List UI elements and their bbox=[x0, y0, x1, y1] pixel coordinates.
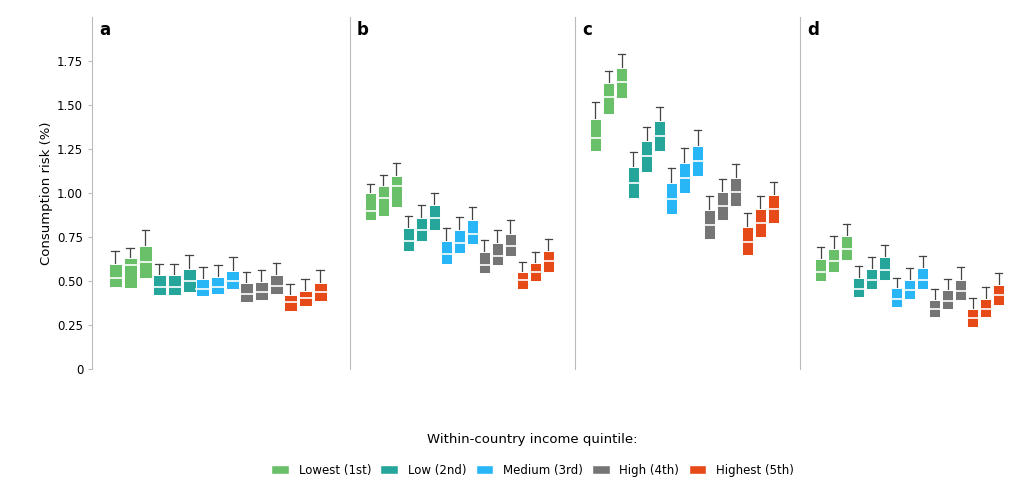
FancyBboxPatch shape bbox=[904, 279, 915, 299]
Text: d: d bbox=[807, 20, 819, 38]
FancyBboxPatch shape bbox=[730, 178, 741, 206]
FancyBboxPatch shape bbox=[255, 282, 268, 300]
FancyBboxPatch shape bbox=[768, 195, 779, 223]
FancyBboxPatch shape bbox=[703, 210, 715, 239]
FancyBboxPatch shape bbox=[679, 163, 690, 193]
FancyBboxPatch shape bbox=[755, 209, 766, 237]
FancyBboxPatch shape bbox=[880, 258, 891, 279]
FancyBboxPatch shape bbox=[717, 192, 728, 220]
FancyBboxPatch shape bbox=[616, 68, 628, 98]
FancyBboxPatch shape bbox=[641, 141, 652, 172]
Text: a: a bbox=[99, 20, 111, 38]
FancyBboxPatch shape bbox=[378, 186, 389, 216]
FancyBboxPatch shape bbox=[590, 119, 601, 151]
FancyBboxPatch shape bbox=[313, 283, 327, 301]
FancyBboxPatch shape bbox=[841, 236, 852, 260]
Text: c: c bbox=[582, 20, 592, 38]
FancyBboxPatch shape bbox=[299, 291, 311, 306]
FancyBboxPatch shape bbox=[929, 300, 940, 317]
FancyBboxPatch shape bbox=[654, 121, 666, 151]
FancyBboxPatch shape bbox=[505, 234, 516, 256]
FancyBboxPatch shape bbox=[516, 272, 527, 289]
FancyBboxPatch shape bbox=[211, 277, 224, 295]
FancyBboxPatch shape bbox=[666, 183, 677, 214]
Text: Within-country income quintile:: Within-country income quintile: bbox=[427, 434, 638, 446]
FancyBboxPatch shape bbox=[365, 193, 376, 220]
FancyBboxPatch shape bbox=[741, 226, 753, 255]
FancyBboxPatch shape bbox=[967, 309, 978, 327]
FancyBboxPatch shape bbox=[529, 263, 541, 281]
FancyBboxPatch shape bbox=[853, 278, 864, 297]
FancyBboxPatch shape bbox=[440, 241, 452, 263]
FancyBboxPatch shape bbox=[543, 251, 554, 273]
FancyBboxPatch shape bbox=[918, 268, 929, 289]
Y-axis label: Consumption risk (%): Consumption risk (%) bbox=[40, 122, 53, 265]
FancyBboxPatch shape bbox=[467, 221, 478, 244]
FancyBboxPatch shape bbox=[109, 263, 122, 287]
FancyBboxPatch shape bbox=[955, 279, 967, 300]
FancyBboxPatch shape bbox=[454, 230, 465, 253]
Legend: Lowest (1st), Low (2nd), Medium (3rd), High (4th), Highest (5th): Lowest (1st), Low (2nd), Medium (3rd), H… bbox=[268, 460, 797, 480]
FancyBboxPatch shape bbox=[153, 275, 166, 295]
FancyBboxPatch shape bbox=[993, 285, 1005, 305]
FancyBboxPatch shape bbox=[478, 252, 489, 273]
FancyBboxPatch shape bbox=[828, 249, 840, 272]
FancyBboxPatch shape bbox=[270, 275, 283, 294]
FancyBboxPatch shape bbox=[139, 246, 152, 278]
FancyBboxPatch shape bbox=[391, 175, 402, 208]
FancyBboxPatch shape bbox=[284, 295, 297, 311]
FancyBboxPatch shape bbox=[182, 269, 196, 292]
FancyBboxPatch shape bbox=[124, 259, 137, 288]
FancyBboxPatch shape bbox=[240, 283, 253, 301]
FancyBboxPatch shape bbox=[168, 275, 180, 295]
FancyBboxPatch shape bbox=[492, 243, 503, 264]
FancyBboxPatch shape bbox=[891, 288, 902, 307]
FancyBboxPatch shape bbox=[197, 278, 209, 296]
FancyBboxPatch shape bbox=[866, 269, 878, 289]
FancyBboxPatch shape bbox=[402, 228, 414, 251]
Text: b: b bbox=[356, 20, 369, 38]
FancyBboxPatch shape bbox=[429, 205, 440, 230]
FancyBboxPatch shape bbox=[226, 271, 240, 289]
FancyBboxPatch shape bbox=[628, 167, 639, 198]
FancyBboxPatch shape bbox=[603, 83, 614, 114]
FancyBboxPatch shape bbox=[815, 259, 826, 281]
FancyBboxPatch shape bbox=[980, 299, 991, 317]
FancyBboxPatch shape bbox=[416, 218, 427, 241]
FancyBboxPatch shape bbox=[692, 146, 703, 175]
FancyBboxPatch shape bbox=[942, 290, 953, 309]
